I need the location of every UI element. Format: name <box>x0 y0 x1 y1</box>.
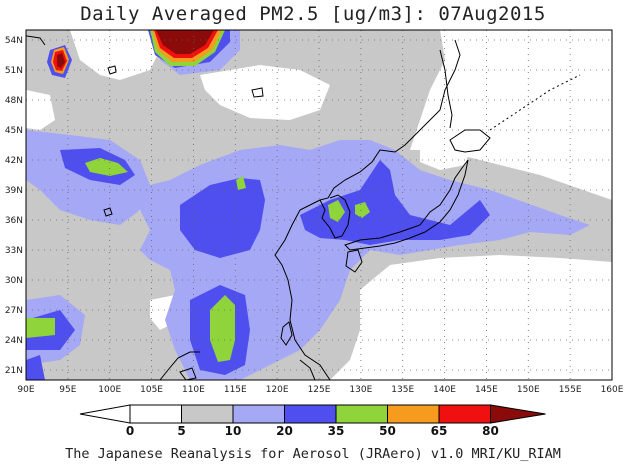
vietnam-coast <box>159 351 200 380</box>
lon-tick-label: 120E <box>266 385 289 395</box>
japan-hokkaido <box>449 129 491 153</box>
lon-tick-label: 95E <box>59 385 76 395</box>
lon-tick-label: 125E <box>308 385 331 395</box>
lake-3 <box>103 207 113 217</box>
colorbar-swatch <box>181 404 234 424</box>
lake-1 <box>107 65 117 75</box>
clean-area-4 <box>420 140 470 170</box>
pm25-band-lightblue <box>26 130 590 380</box>
lat-tick-label: 42N <box>5 156 23 166</box>
pm25-band-green-6 <box>26 318 55 338</box>
colorbar-arrow-high <box>490 404 546 424</box>
lon-tick-label: 160E <box>601 385 624 395</box>
colorbar-swatch <box>438 404 491 424</box>
lat-tick-label: 39N <box>5 186 23 196</box>
lon-tick-label: 110E <box>182 385 205 395</box>
japan-kyushu <box>345 249 363 273</box>
pm25-band-green <box>85 158 128 176</box>
lat-tick-label: 45N <box>5 126 23 136</box>
taiwan <box>280 321 293 346</box>
latitude-ticks: 54N 51N 48N 45N 42N 39N 36N 33N 30N 27N 24N 21N <box>5 36 23 376</box>
pm25-band-green-3 <box>328 200 345 222</box>
colorbar-swatch <box>284 404 337 424</box>
pm25-band-green-5 <box>210 295 235 362</box>
lon-tick-label: 135E <box>391 385 414 395</box>
lon-tick-label: 100E <box>98 385 121 395</box>
lon-tick-label: 105E <box>140 385 163 395</box>
colorbar-swatch <box>335 404 388 424</box>
lake-2 <box>251 87 264 98</box>
philippines <box>299 359 316 380</box>
colorbar-label: 5 <box>177 424 185 438</box>
credit-line: The Japanese Reanalysis for Aerosol (JRA… <box>65 446 561 462</box>
lat-tick-label: 51N <box>5 66 23 76</box>
colorbar-label: 10 <box>225 424 242 438</box>
coastlines <box>26 35 581 380</box>
colorbar-swatch <box>232 404 285 424</box>
lon-tick-label: 90E <box>17 385 34 395</box>
lon-tick-label: 130E <box>349 385 372 395</box>
pm25-band-blue-6 <box>26 355 45 380</box>
sakhalin <box>439 49 453 129</box>
concentration-field <box>26 30 612 380</box>
colorbar-label: 35 <box>328 424 345 438</box>
lat-tick-label: 24N <box>5 336 23 346</box>
map-title: Daily Averaged PM2.5 [ug/m3]: 07Aug2015 <box>80 3 546 25</box>
lat-tick-label: 21N <box>5 366 23 376</box>
lat-tick-label: 27N <box>5 306 23 316</box>
clean-area-1 <box>70 30 160 80</box>
lon-tick-label: 140E <box>433 385 456 395</box>
grid-lines <box>26 30 612 380</box>
pm25-band-blue-3 <box>300 160 490 245</box>
pm25-band-green-4 <box>355 202 370 218</box>
longitude-ticks: 90E 95E 100E 105E 110E 115E 120E 125E 130E 135E 14… <box>17 385 623 395</box>
hotspot-darkred <box>156 30 214 54</box>
colorbar-label: 50 <box>379 424 396 438</box>
lon-tick-label: 150E <box>517 385 540 395</box>
colorbar-label: 80 <box>482 424 499 438</box>
colorbar-label: 65 <box>431 424 448 438</box>
lat-tick-label: 36N <box>5 216 23 226</box>
lon-tick-label: 115E <box>224 385 247 395</box>
lon-tick-label: 155E <box>559 385 582 395</box>
hainan <box>179 367 197 380</box>
clean-area-5 <box>26 90 55 130</box>
korea-coast <box>319 194 351 239</box>
colorbar-label: 0 <box>126 424 134 438</box>
lat-tick-label: 33N <box>5 246 23 256</box>
colorbar-swatch <box>387 404 440 424</box>
china-coast <box>274 39 461 380</box>
lon-tick-label: 145E <box>475 385 498 395</box>
japan-honshu <box>344 159 469 251</box>
colorbar-swatch <box>129 404 182 424</box>
lat-tick-label: 48N <box>5 96 23 106</box>
plot-frame <box>25 29 613 381</box>
clean-area-2 <box>200 65 330 120</box>
lat-tick-label: 30N <box>5 276 23 286</box>
lake-4 <box>26 35 46 46</box>
hotspot2-darkred <box>57 53 65 68</box>
pm25-band-green-2 <box>236 176 246 190</box>
pm25-map: 90E 95E 100E 105E 110E 115E 120E 125E 130E 135E 14… <box>5 29 624 438</box>
lat-tick-label: 54N <box>5 36 23 46</box>
colorbar: 0 5 10 20 35 50 65 80 <box>79 404 546 438</box>
pm25-band-blue-2 <box>180 178 265 258</box>
colorbar-arrow-low <box>79 404 131 424</box>
colorbar-label: 20 <box>276 424 293 438</box>
